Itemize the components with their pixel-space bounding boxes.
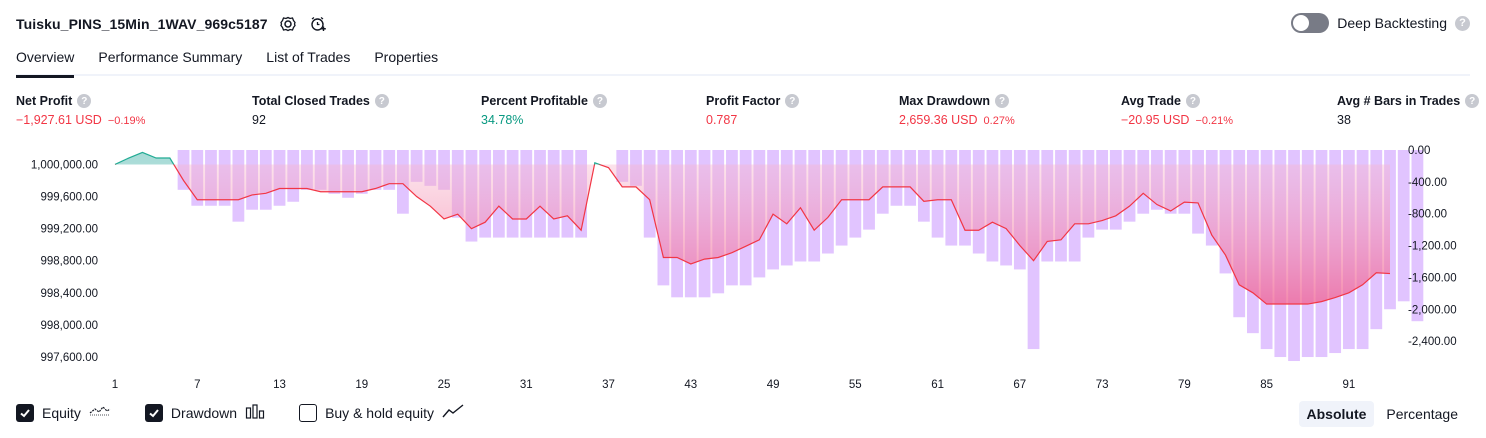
gear-icon[interactable] xyxy=(278,14,298,34)
metric-sub: −0.21% xyxy=(1195,115,1234,127)
tab-overview[interactable]: Overview xyxy=(16,44,75,78)
x-tick-label: 67 xyxy=(1013,379,1026,391)
y-right-tick-label: -400.00 xyxy=(1408,177,1447,189)
y-left-tick-label: 998,400.00 xyxy=(40,288,98,300)
metrics-row: Net Profit? −1,927.61 USD −0.19% Total Cl… xyxy=(0,92,1486,132)
mode-percentage[interactable]: Percentage xyxy=(1386,406,1458,422)
legend-equity[interactable]: Equity xyxy=(16,403,111,422)
metric-percent-profitable: Percent Profitable? 34.78% xyxy=(481,92,607,129)
mode-absolute[interactable]: Absolute xyxy=(1298,401,1375,427)
drawdown-bars-icon xyxy=(245,403,265,422)
x-tick-label: 7 xyxy=(194,379,200,391)
question-icon[interactable]: ? xyxy=(374,94,389,108)
strategy-name: Tuisku_PINS_15Min_1WAV_969c5187 xyxy=(16,16,268,32)
metric-value: −20.95 USD xyxy=(1121,113,1190,127)
y-left-tick-label: 997,600.00 xyxy=(40,352,98,364)
legend-label: Buy & hold equity xyxy=(325,404,435,421)
question-icon[interactable]: ? xyxy=(592,94,607,108)
metric-label: Avg Trade xyxy=(1121,94,1181,108)
metric-value: 0.787 xyxy=(706,113,738,127)
metric-profit-factor: Profit Factor? 0.787 xyxy=(706,92,800,129)
legend-buy-hold-equity[interactable]: Buy & hold equity xyxy=(299,403,464,422)
deep-backtesting-label: Deep Backtesting xyxy=(1337,15,1447,31)
x-tick-label: 61 xyxy=(931,379,944,391)
legend-drawdown[interactable]: Drawdown xyxy=(144,403,265,422)
metric-value: 34.78% xyxy=(481,113,524,127)
y-right-tick-label: 0.00 xyxy=(1408,145,1430,157)
drawdown-bar xyxy=(1397,150,1410,302)
question-icon[interactable]: ? xyxy=(77,94,92,108)
deep-backtesting-toggle[interactable] xyxy=(1291,13,1330,33)
x-tick-label: 73 xyxy=(1096,379,1109,391)
metric-label: Profit Factor xyxy=(706,94,781,108)
metric-sub: −0.19% xyxy=(107,115,146,127)
question-icon[interactable]: ? xyxy=(1185,94,1200,108)
check-icon[interactable] xyxy=(144,403,163,422)
x-tick-label: 1 xyxy=(112,379,118,391)
metric-total-closed-trades: Total Closed Trades? 92 xyxy=(252,92,389,129)
metric-label: Net Profit xyxy=(16,94,73,108)
metric-value: 92 xyxy=(252,113,266,127)
x-tick-label: 25 xyxy=(438,379,451,391)
drawdown-bar xyxy=(1411,150,1424,322)
x-tick-label: 91 xyxy=(1343,379,1356,391)
metric-avg-trade: Avg Trade? −20.95 USD −0.21% xyxy=(1121,92,1233,129)
metric-sub: 0.27% xyxy=(983,115,1015,127)
metric-label: Avg # Bars in Trades xyxy=(1337,94,1461,108)
metric-label: Total Closed Trades xyxy=(252,94,370,108)
x-tick-label: 85 xyxy=(1260,379,1273,391)
question-icon[interactable]: ? xyxy=(1465,94,1480,108)
metric-label: Percent Profitable xyxy=(481,94,588,108)
metric-value: 2,659.36 USD xyxy=(899,113,978,127)
tab-bar: Overview Performance Summary List of Tra… xyxy=(16,44,1470,78)
question-icon[interactable]: ? xyxy=(785,94,800,108)
alarm-add-icon[interactable] xyxy=(308,14,328,34)
metric-max-drawdown: Max Drawdown? 2,659.36 USD 0.27% xyxy=(899,92,1015,129)
x-tick-label: 49 xyxy=(767,379,780,391)
check-icon[interactable] xyxy=(16,403,34,422)
y-left-tick-label: 998,800.00 xyxy=(40,256,98,268)
y-right-tick-label: -1,600.00 xyxy=(1408,272,1457,284)
question-icon[interactable]: ? xyxy=(1455,15,1470,31)
y-right-tick-label: -2,400.00 xyxy=(1408,336,1457,348)
y-right-tick-label: -2,000.00 xyxy=(1408,304,1457,316)
y-left-tick-label: 1,000,000.00 xyxy=(31,159,98,171)
tab-properties[interactable]: Properties xyxy=(374,49,439,65)
x-tick-label: 13 xyxy=(273,379,286,391)
deep-backtesting: Deep Backtesting ? xyxy=(1291,13,1470,33)
y-right-tick-label: -1,200.00 xyxy=(1408,241,1457,253)
y-left-tick-label: 999,600.00 xyxy=(40,192,98,204)
x-tick-label: 79 xyxy=(1178,379,1191,391)
x-tick-label: 37 xyxy=(602,379,615,391)
question-icon[interactable]: ? xyxy=(995,94,1009,108)
tab-performance-summary[interactable]: Performance Summary xyxy=(98,49,243,65)
x-tick-label: 31 xyxy=(520,379,533,391)
legend-label: Drawdown xyxy=(170,404,238,421)
equity-line-icon xyxy=(89,403,111,422)
trend-line-icon xyxy=(442,403,464,422)
equity-area-below xyxy=(173,164,1390,305)
metric-net-profit: Net Profit? −1,927.61 USD −0.19% xyxy=(16,92,145,129)
strategy-header: Tuisku_PINS_15Min_1WAV_969c5187 xyxy=(16,12,328,36)
y-left-tick-label: 999,200.00 xyxy=(40,224,98,236)
metric-value: −1,927.61 USD xyxy=(16,113,102,127)
y-left-tick-label: 998,000.00 xyxy=(40,320,98,332)
equity-line xyxy=(115,164,1391,305)
x-tick-label: 55 xyxy=(849,379,862,391)
value-mode-switch: Absolute Percentage xyxy=(1298,401,1467,427)
x-tick-label: 43 xyxy=(684,379,697,391)
x-tick-label: 19 xyxy=(355,379,368,391)
chart-legend: Equity Drawdown Buy & hold equity xyxy=(16,403,498,422)
equity-drawdown-chart[interactable]: 1,000,000.00 999,600.00 999,200.00 998,800.… xyxy=(0,140,1486,396)
y-right-tick-label: -800.00 xyxy=(1408,209,1447,221)
legend-label: Equity xyxy=(42,404,81,421)
metric-label: Max Drawdown xyxy=(899,94,990,108)
metric-avg-bars-in-trades: Avg # Bars in Trades? 38 xyxy=(1337,92,1480,129)
metric-value: 38 xyxy=(1337,113,1351,127)
tab-list-of-trades[interactable]: List of Trades xyxy=(266,49,351,65)
checkbox-empty-icon[interactable] xyxy=(299,403,318,422)
